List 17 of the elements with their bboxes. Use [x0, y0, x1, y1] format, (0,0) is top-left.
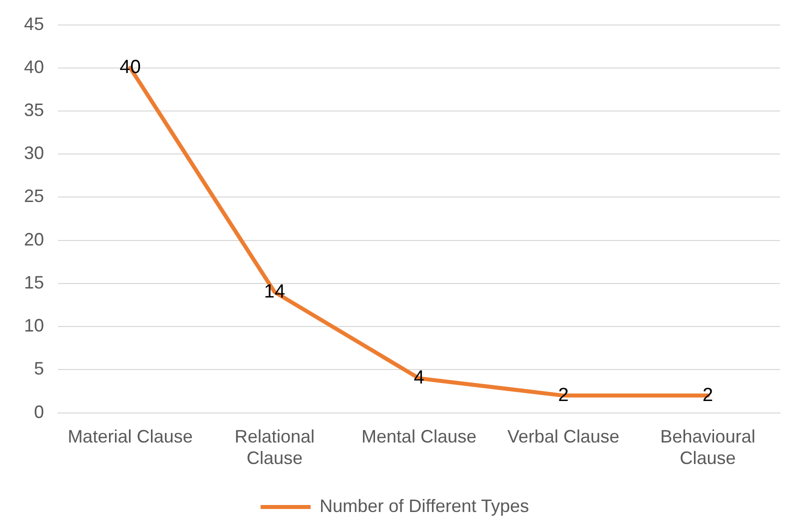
y-tick-label: 30 — [24, 143, 44, 164]
data-label: 40 — [120, 57, 141, 78]
y-tick-label: 10 — [24, 316, 44, 336]
x-tick-label: Verbal Clause — [507, 426, 620, 447]
x-tick-label: Behavioural Clause — [660, 426, 756, 468]
y-tick-label: 25 — [24, 186, 44, 206]
y-tick-label: 45 — [24, 14, 44, 34]
legend-label: Number of Different Types — [320, 496, 530, 516]
y-tick-label: 35 — [24, 100, 44, 120]
y-tick-label: 15 — [24, 272, 44, 292]
x-tick-label: Mental Clause — [361, 426, 477, 447]
y-tick-label: 0 — [34, 402, 44, 422]
y-tick-label: 20 — [24, 229, 44, 250]
x-tick-label: Material Clause — [68, 426, 193, 447]
y-tick-label: 40 — [24, 56, 44, 77]
x-tick-label: Relational Clause — [234, 426, 315, 468]
y-tick-label: 5 — [34, 358, 44, 379]
